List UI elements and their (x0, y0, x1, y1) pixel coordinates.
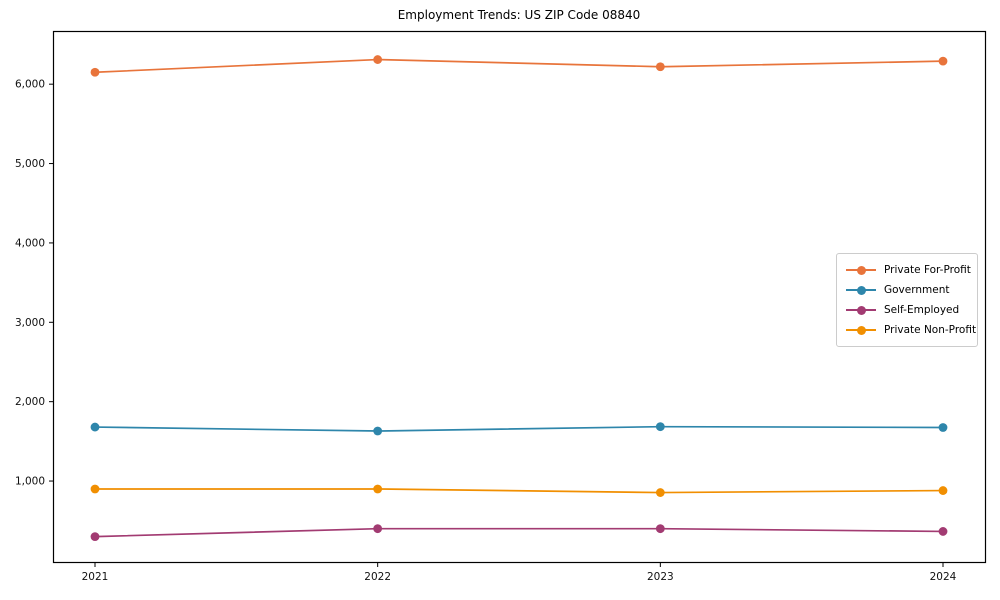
legend-label: Private Non-Profit (884, 324, 977, 336)
x-axis-tick-label: 2021 (82, 571, 109, 583)
data-point-private-non-profit (373, 484, 383, 494)
data-point-private-for-profit (90, 67, 100, 77)
legend-item-government: Government (846, 280, 969, 300)
chart-title: Employment Trends: US ZIP Code 08840 (397, 8, 641, 22)
data-point-private-for-profit (655, 62, 665, 72)
legend-item-private-for-profit: Private For-Profit (846, 260, 971, 280)
y-axis-tick-label: 3,000 (15, 317, 45, 329)
legend-dot-sample (856, 305, 866, 315)
data-point-private-non-profit (938, 486, 948, 495)
y-axis-tick-label: 4,000 (15, 237, 45, 249)
legend: Private For-Profit Government Self-Emplo… (836, 253, 978, 347)
legend-marker-self-employed (846, 305, 876, 315)
legend-dot-sample (856, 285, 866, 295)
legend-marker-private-non-profit (846, 325, 876, 335)
data-point-self-employed (655, 524, 665, 534)
legend-item-self-employed: Self-Employed (846, 300, 969, 320)
plot-border (52, 30, 987, 564)
x-axis-tick-label: 2024 (930, 571, 957, 583)
data-point-private-non-profit (655, 488, 665, 497)
x-axis-tick-label: 2023 (647, 571, 674, 583)
data-point-government (373, 426, 383, 436)
legend-label: Private For-Profit (884, 264, 971, 276)
legend-marker-private-for-profit (846, 265, 876, 275)
data-point-self-employed (373, 524, 383, 534)
data-point-government (938, 423, 948, 432)
data-point-self-employed (90, 532, 100, 542)
x-axis-tick-label: 2022 (364, 571, 391, 583)
data-point-private-for-profit (938, 56, 948, 66)
data-point-private-for-profit (373, 55, 383, 64)
data-point-government (90, 422, 100, 432)
legend-dot-sample (856, 265, 866, 275)
series-line-self-employed (94, 527, 944, 538)
y-axis-tick-label: 5,000 (15, 158, 45, 170)
data-point-government (655, 422, 665, 432)
y-axis-tick-label: 6,000 (15, 79, 45, 91)
data-point-self-employed (938, 527, 948, 536)
legend-label: Self-Employed (884, 304, 960, 316)
series-line-private-for-profit (94, 58, 944, 74)
legend-dot-sample (856, 325, 866, 335)
legend-item-private-non-profit: Private Non-Profit (846, 320, 976, 340)
data-point-private-non-profit (90, 484, 100, 494)
legend-marker-government (846, 285, 876, 295)
y-axis-tick-label: 1,000 (15, 476, 45, 488)
legend-label: Government (884, 284, 950, 296)
y-axis-tick-label: 2,000 (15, 396, 45, 408)
series-line-government (94, 425, 944, 432)
series-line-private-non-profit (95, 488, 944, 494)
